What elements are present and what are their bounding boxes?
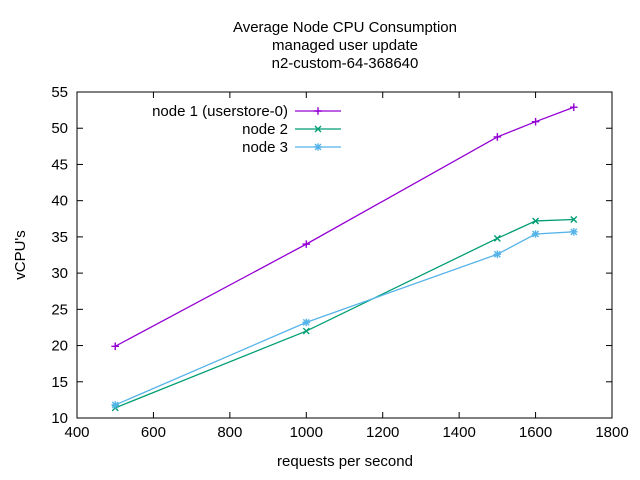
y-tick-label: 55 xyxy=(51,84,68,101)
series-line xyxy=(114,106,575,347)
data-point-marker xyxy=(111,342,120,351)
y-tick-label: 25 xyxy=(51,301,68,318)
y-tick-label: 30 xyxy=(51,265,68,282)
y-axis-label: vCPU's xyxy=(12,230,29,280)
data-point-marker xyxy=(302,318,311,327)
title-line-3: n2-custom-64-368640 xyxy=(272,55,419,72)
series-lines xyxy=(111,103,578,412)
legend: node 1 (userstore-0) node 2 node 3 xyxy=(152,103,341,156)
title-line-2: managed user update xyxy=(272,37,418,54)
data-point-marker xyxy=(493,250,502,259)
legend-sample-marker xyxy=(314,107,322,115)
data-point-marker xyxy=(111,401,120,409)
series-node-1-userstore-0- xyxy=(111,103,578,351)
legend-sample-marker xyxy=(314,125,322,133)
data-point-marker xyxy=(302,327,310,335)
data-point-marker xyxy=(570,216,578,223)
data-point-marker xyxy=(531,230,540,238)
plot-border xyxy=(76,91,613,419)
y-tick-label: 10 xyxy=(51,410,68,427)
series-node-2 xyxy=(111,216,578,412)
x-tick-label: 800 xyxy=(217,424,242,441)
legend-sample-marker xyxy=(314,143,322,151)
data-point-marker xyxy=(569,103,578,112)
data-point-marker xyxy=(531,117,540,126)
legend-label-node-2: node 2 xyxy=(242,121,288,138)
x-tick-label: 1200 xyxy=(366,424,399,441)
data-point-marker xyxy=(302,240,311,248)
x-axis-label: requests per second xyxy=(277,453,413,470)
chart-title: Average Node CPU Consumption managed use… xyxy=(233,19,457,72)
title-line-1: Average Node CPU Consumption xyxy=(233,19,457,36)
x-tick-label: 400 xyxy=(64,424,89,441)
x-tick-label: 1600 xyxy=(519,424,552,441)
legend-label-node-1: node 1 (userstore-0) xyxy=(152,103,288,120)
axes: 400 600 800 1000 1200 1400 1600 1800 10 15 20 25 30 3… xyxy=(51,84,628,441)
y-tick-label: 35 xyxy=(51,229,68,246)
x-tick-label: 1800 xyxy=(595,424,628,441)
data-point-marker xyxy=(493,133,502,141)
data-point-marker xyxy=(569,228,578,236)
y-tick-label: 50 xyxy=(51,120,68,137)
series-line xyxy=(114,231,574,406)
series-line xyxy=(114,218,574,409)
x-tick-label: 1400 xyxy=(442,424,475,441)
data-point-marker xyxy=(493,234,501,242)
x-tick-label: 1000 xyxy=(290,424,323,441)
legend-samples xyxy=(295,107,341,151)
y-tick-label: 45 xyxy=(51,156,68,173)
x-tick-label: 600 xyxy=(141,424,166,441)
y-tick-label: 20 xyxy=(51,338,68,355)
series-node-3 xyxy=(111,228,578,409)
y-tick-label: 15 xyxy=(51,374,68,391)
legend-label-node-3: node 3 xyxy=(242,139,288,156)
data-point-marker xyxy=(532,217,540,225)
y-tick-label: 40 xyxy=(51,193,68,210)
